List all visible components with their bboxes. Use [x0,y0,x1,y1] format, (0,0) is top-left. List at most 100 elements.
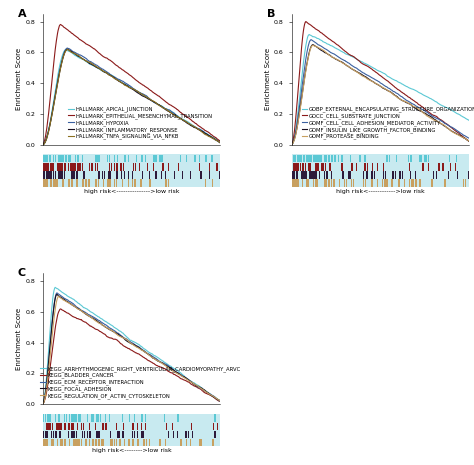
Bar [212,439,214,446]
Bar [78,155,80,162]
Bar [67,423,69,430]
Bar [86,155,87,162]
Bar [73,163,75,171]
Bar [73,431,75,438]
Bar [83,179,84,187]
Bar [48,171,50,179]
Bar [100,439,102,446]
Bar [48,439,49,446]
Bar [296,163,298,171]
Bar [420,155,422,162]
Bar [43,439,44,446]
Bar [61,439,62,446]
Bar [410,171,411,179]
Bar [321,155,322,162]
Bar [110,179,111,187]
HALLMARK_HYPOXIA [201,129,207,135]
Bar [159,155,160,162]
Bar [109,171,111,179]
Bar [316,155,318,162]
KEGG_ARRHYTHMOGENIC_RIGHT_VENTRICULAR_CARDIOMYOPATHY_ARVC [146,349,151,355]
Bar [200,171,201,179]
GOCC_CELL_SUBSTRATE_JUNCTION [439,118,445,123]
Bar [325,179,326,187]
HALLMARK_APICAL_JUNCTION [218,139,223,144]
Bar [294,171,295,179]
GOMF_INSULIN_LIKE_GROWTH_FACTOR_BINDING [394,94,400,100]
Bar [217,423,218,430]
Bar [199,163,200,171]
Bar [52,423,53,430]
Bar [79,414,81,422]
Bar [131,439,133,446]
Bar [372,179,373,187]
Bar [50,414,51,422]
Bar [55,423,57,430]
Bar [65,155,66,162]
Bar [55,179,56,187]
Bar [428,155,429,162]
Bar [78,414,80,422]
Bar [349,155,351,162]
Bar [45,179,47,187]
Bar [438,163,440,171]
Bar [55,179,57,187]
Bar [304,179,305,187]
Bar [116,163,118,171]
Bar [309,163,310,171]
HALLMARK_TNFA_SIGNALING_VIA_NFKB [146,96,152,101]
Line: KEGG_REGULATION_OF_ACTIN_CYTOSKELETON: KEGG_REGULATION_OF_ACTIN_CYTOSKELETON [43,296,220,404]
Line: GOCC_CELL_SUBSTRATE_JUNCTION: GOCC_CELL_SUBSTRATE_JUNCTION [292,21,469,145]
KEGG_ECM_RECEPTOR_INTERACTION [54,290,60,296]
Bar [448,171,449,179]
Bar [122,431,124,438]
Bar [366,171,368,179]
Bar [71,423,72,430]
Bar [69,439,70,446]
GOMF_CELL_CELL_ADHESION_MEDIATOR_ACTIVITY [466,135,472,141]
Line: KEGG_ARRHYTHMOGENIC_RIGHT_VENTRICULAR_CARDIOMYOPATHY_ARVC: KEGG_ARRHYTHMOGENIC_RIGHT_VENTRICULAR_CA… [43,287,220,404]
Bar [64,414,65,422]
Bar [102,171,103,179]
Bar [48,414,49,422]
Bar [76,439,77,446]
Bar [86,431,88,438]
Bar [118,439,120,446]
GOBP_EXTERNAL_ENCAPSULATING_STRUCTURE_ORGANIZATION [398,80,404,86]
Bar [45,431,46,438]
KEGG_ECM_RECEPTOR_INTERACTION [40,400,46,406]
Bar [83,171,84,179]
KEGG_BLADDER_CANCER [40,400,46,406]
Bar [371,171,373,179]
Bar [219,171,220,179]
GOCC_CELL_SUBSTRATE_JUNCTION [289,142,294,147]
Bar [104,171,105,179]
Bar [86,414,88,422]
Bar [419,155,421,162]
Bar [411,179,412,187]
Bar [386,179,388,187]
Bar [109,155,110,162]
Bar [102,439,104,446]
Y-axis label: Enrichment Score: Enrichment Score [17,48,22,110]
Bar [75,155,76,162]
Bar [61,423,62,430]
GOBP_EXTERNAL_ENCAPSULATING_STRUCTURE_ORGANIZATION [394,79,400,84]
Bar [67,179,69,187]
Bar [128,439,129,446]
Bar [351,163,352,171]
HALLMARK_EPITHELIAL_MESENCHYMAL_TRANSITION [149,89,155,94]
Bar [209,163,210,171]
GOMF_CELL_CELL_ADHESION_MEDIATOR_ACTIVITY [289,141,295,147]
Bar [133,423,134,430]
Bar [116,423,117,430]
Bar [149,171,150,179]
KEGG_FOCAL_ADHESION [40,401,46,406]
Bar [213,423,215,430]
Bar [410,155,412,162]
Bar [307,155,309,162]
Text: A: A [18,9,27,19]
Bar [67,439,68,446]
KEGG_REGULATION_OF_ACTIN_CYTOSKELETON [149,355,155,360]
Bar [308,155,309,162]
